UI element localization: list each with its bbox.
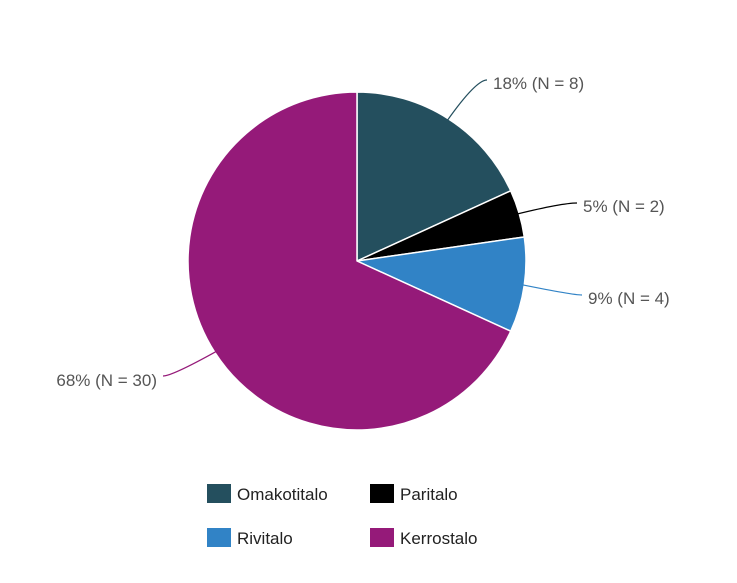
legend-label-kerrostalo: Kerrostalo (400, 529, 477, 548)
legend-item-paritalo[interactable]: Paritalo (370, 484, 458, 504)
legend-swatch-omakotitalo (207, 484, 231, 503)
connector-kerrostalo (162, 350, 217, 377)
legend-swatch-kerrostalo (370, 528, 394, 547)
legend-item-omakotitalo[interactable]: Omakotitalo (207, 484, 328, 504)
legend-label-omakotitalo: Omakotitalo (237, 485, 328, 504)
pie-slices (187, 91, 527, 431)
legend-swatch-paritalo (370, 484, 394, 503)
label-connectors (162, 79, 583, 377)
data-label-paritalo: 5% (N = 2) (583, 197, 665, 216)
legend-item-rivitalo[interactable]: Rivitalo (207, 528, 293, 548)
connector-omakotitalo (446, 79, 488, 121)
connector-paritalo (517, 202, 578, 215)
legend-label-rivitalo: Rivitalo (237, 529, 293, 548)
legend-swatch-rivitalo (207, 528, 231, 547)
legend-label-paritalo: Paritalo (400, 485, 458, 504)
legend: Omakotitalo Paritalo Rivitalo Kerrostalo (207, 484, 477, 548)
connector-rivitalo (522, 284, 583, 296)
data-label-omakotitalo: 18% (N = 8) (493, 74, 584, 93)
data-label-kerrostalo: 68% (N = 30) (56, 371, 157, 390)
legend-item-kerrostalo[interactable]: Kerrostalo (370, 528, 477, 548)
data-labels: 18% (N = 8) 5% (N = 2) 9% (N = 4) 68% (N = … (56, 74, 669, 390)
data-label-rivitalo: 9% (N = 4) (588, 289, 670, 308)
